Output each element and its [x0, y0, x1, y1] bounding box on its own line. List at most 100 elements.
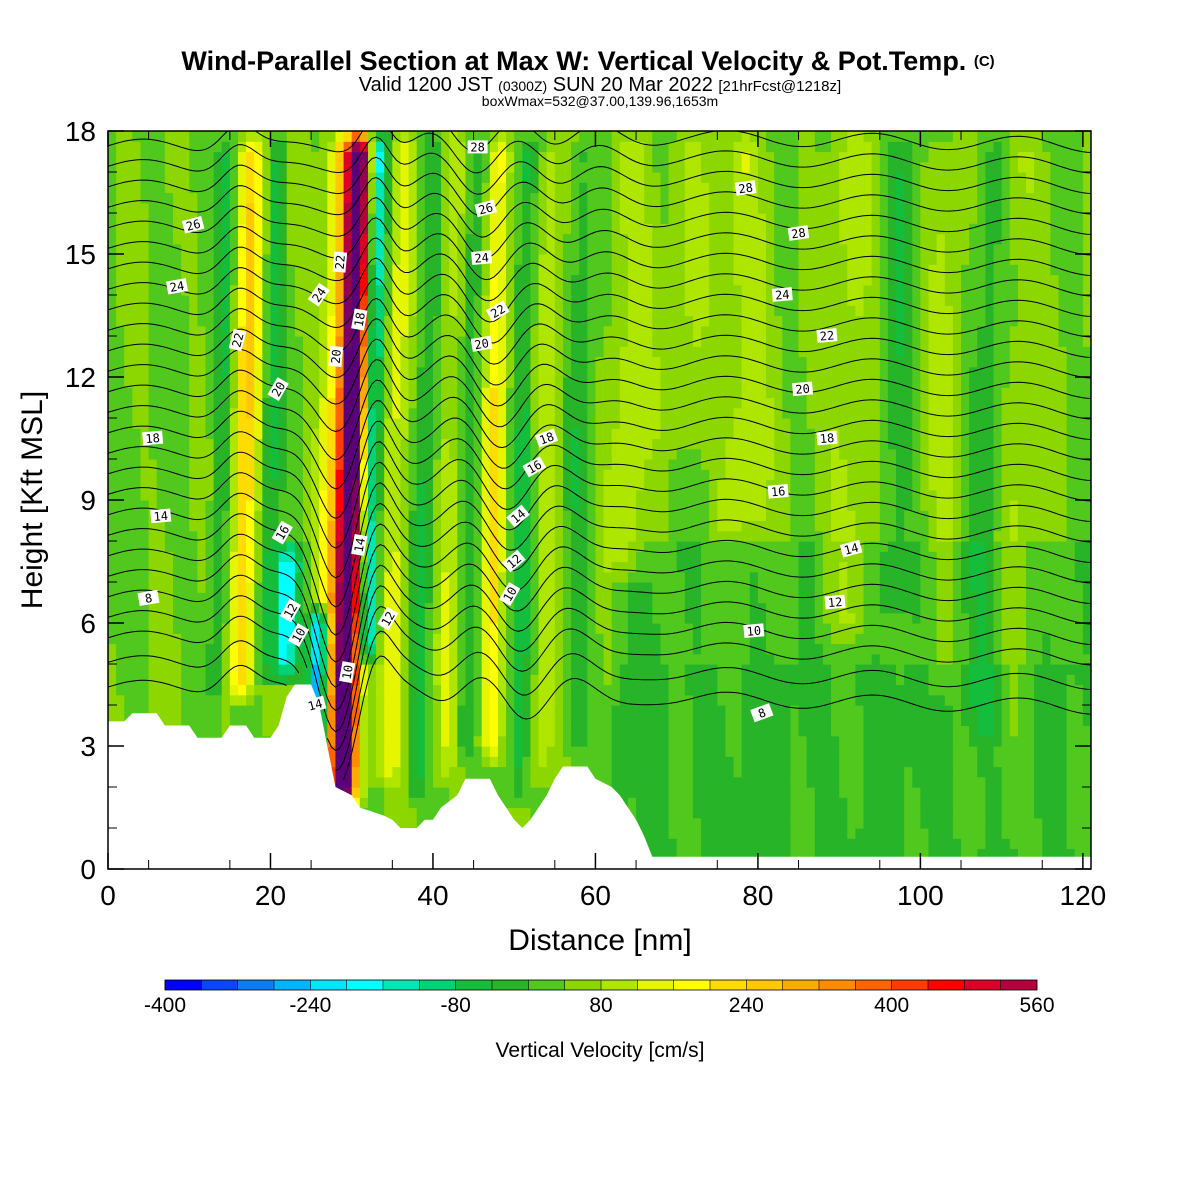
- velocity-cell: [270, 448, 280, 460]
- velocity-cell: [627, 387, 637, 399]
- velocity-cell: [449, 787, 458, 798]
- velocity-cell: [449, 715, 458, 727]
- velocity-cell: [148, 489, 158, 501]
- velocity-cell: [156, 284, 166, 296]
- velocity-cell: [514, 459, 523, 470]
- velocity-cell: [335, 571, 345, 583]
- velocity-cell: [408, 530, 418, 542]
- velocity-cell: [611, 356, 621, 368]
- velocity-cell: [408, 582, 418, 593]
- velocity-cell: [351, 746, 361, 757]
- velocity-cell: [246, 623, 255, 634]
- velocity-cell: [554, 684, 564, 696]
- velocity-cell: [311, 131, 320, 142]
- velocity-cell: [116, 571, 125, 583]
- velocity-cell: [546, 633, 556, 645]
- velocity-cell: [197, 500, 207, 511]
- velocity-cell: [140, 151, 150, 163]
- velocity-cell: [302, 377, 312, 388]
- velocity-cell: [327, 325, 337, 337]
- velocity-cell: [172, 561, 182, 573]
- velocity-cell: [392, 438, 402, 450]
- velocity-cell: [579, 582, 588, 593]
- velocity-cell: [278, 366, 288, 378]
- velocity-cell: [652, 807, 662, 819]
- velocity-cell: [424, 571, 434, 583]
- velocity-cell: [652, 223, 662, 235]
- velocity-cell: [172, 141, 182, 153]
- velocity-cell: [327, 377, 337, 388]
- velocity-cell: [116, 489, 125, 501]
- velocity-cell: [392, 243, 402, 255]
- velocity-cell: [197, 202, 207, 214]
- velocity-cell: [376, 325, 385, 337]
- velocity-cell: [554, 510, 564, 522]
- velocity-cell: [530, 305, 540, 317]
- velocity-cell: [270, 336, 280, 347]
- velocity-cell: [457, 602, 467, 614]
- velocity-cell: [108, 674, 117, 686]
- velocity-cell: [644, 233, 653, 245]
- velocity-cell: [481, 233, 491, 245]
- velocity-cell: [441, 274, 450, 286]
- velocity-cell: [189, 705, 198, 716]
- velocity-cell: [465, 387, 475, 399]
- velocity-cell: [489, 746, 499, 757]
- velocity-cell: [571, 500, 580, 511]
- velocity-cell: [359, 161, 369, 173]
- velocity-cell: [457, 243, 467, 255]
- velocity-cell: [351, 735, 361, 747]
- velocity-cell: [408, 602, 418, 614]
- velocity-cell: [302, 356, 312, 368]
- velocity-cell: [343, 387, 353, 399]
- velocity-cell: [213, 530, 223, 542]
- velocity-cell: [644, 192, 653, 204]
- velocity-cell: [571, 418, 580, 429]
- velocity-cell: [335, 694, 345, 706]
- velocity-cell: [246, 377, 255, 388]
- velocity-cell: [571, 684, 580, 696]
- velocity-cell: [359, 336, 369, 347]
- velocity-cell: [611, 315, 621, 327]
- velocity-cell: [124, 459, 133, 470]
- velocity-cell: [416, 305, 426, 317]
- velocity-cell: [465, 582, 475, 593]
- velocity-cell: [441, 623, 450, 634]
- velocity-cell: [652, 131, 662, 142]
- velocity-cell: [481, 397, 491, 409]
- velocity-cell: [189, 602, 198, 614]
- velocity-cell: [644, 725, 653, 737]
- velocity-cell: [237, 530, 247, 542]
- velocity-cell: [571, 438, 580, 450]
- velocity-cell: [132, 653, 142, 665]
- velocity-cell: [562, 612, 572, 624]
- velocity-cell: [432, 633, 442, 645]
- velocity-cell: [270, 305, 280, 317]
- velocity-cell: [473, 705, 483, 716]
- velocity-cell: [343, 776, 353, 788]
- velocity-cell: [424, 141, 434, 153]
- velocity-cell: [619, 694, 629, 706]
- velocity-cell: [400, 705, 410, 716]
- velocity-cell: [108, 141, 117, 153]
- velocity-cell: [116, 213, 125, 224]
- velocity-cell: [197, 633, 207, 645]
- velocity-cell: [497, 725, 507, 737]
- velocity-cell: [497, 172, 507, 183]
- velocity-cell: [156, 438, 166, 450]
- velocity-cell: [213, 510, 223, 522]
- velocity-cell: [327, 592, 337, 604]
- velocity-cell: [603, 223, 613, 235]
- velocity-cell: [140, 510, 150, 522]
- velocity-cell: [197, 520, 207, 532]
- velocity-cell: [221, 356, 231, 368]
- velocity-cell: [221, 684, 231, 696]
- velocity-cell: [538, 274, 548, 286]
- velocity-cell: [172, 264, 182, 276]
- velocity-cell: [449, 561, 458, 573]
- velocity-cell: [148, 325, 158, 337]
- velocity-cell: [359, 653, 369, 665]
- velocity-cell: [660, 131, 670, 142]
- velocity-cell: [400, 530, 410, 542]
- velocity-cell: [465, 541, 475, 552]
